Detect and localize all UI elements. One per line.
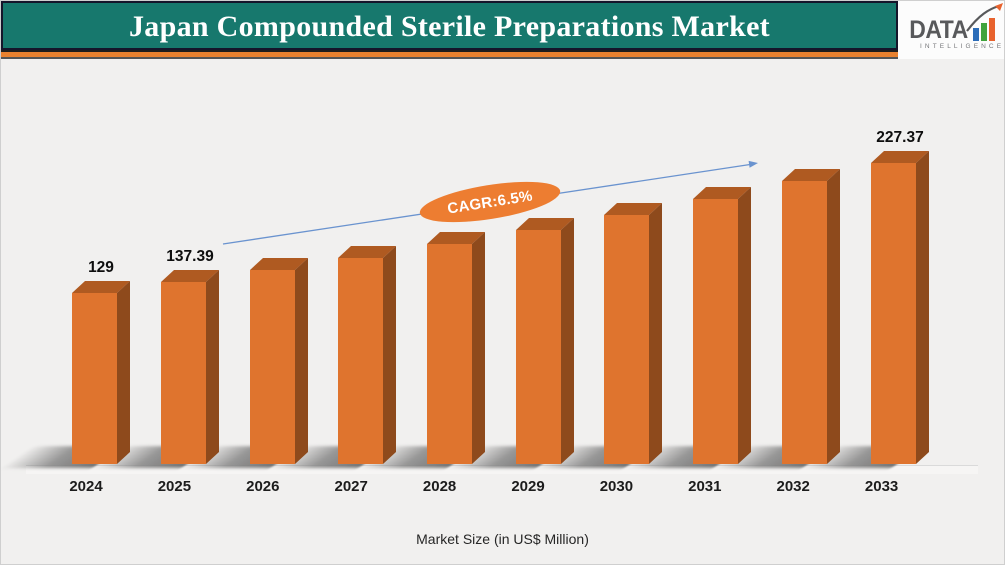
x-tick-2032: 2032 bbox=[776, 478, 810, 495]
growth-arrow-icon bbox=[965, 2, 1003, 32]
value-label-2033: 227.37 bbox=[876, 129, 924, 146]
x-tick-2029: 2029 bbox=[511, 478, 545, 495]
bar-2033 bbox=[871, 151, 929, 464]
axis-caption: Market Size (in US$ Million) bbox=[416, 531, 589, 547]
bar-2032 bbox=[782, 169, 840, 464]
x-tick-2027: 2027 bbox=[334, 478, 368, 495]
x-tick-2025: 2025 bbox=[157, 478, 192, 495]
x-tick-2028: 2028 bbox=[422, 478, 457, 495]
bar-2028 bbox=[427, 232, 485, 464]
logo-subbrand-text: INTELLIGENCE bbox=[920, 42, 1005, 50]
value-label-2024: 129 bbox=[88, 259, 114, 276]
logo-bar-orange bbox=[988, 17, 995, 41]
brand-logo: DATA INTELLIGENCE bbox=[898, 1, 1005, 59]
bar-2027 bbox=[338, 246, 396, 464]
bar-2024 bbox=[72, 281, 130, 464]
logo-bars-icon bbox=[965, 2, 1003, 41]
bar-2029 bbox=[516, 218, 574, 464]
logo-bar-green bbox=[980, 22, 987, 41]
x-tick-2024: 2024 bbox=[69, 478, 103, 495]
bar-2031 bbox=[693, 187, 751, 464]
logo-row: DATA bbox=[909, 2, 1003, 43]
header-banner: Japan Compounded Sterile Preparations Ma… bbox=[1, 1, 898, 50]
page-title: Japan Compounded Sterile Preparations Ma… bbox=[129, 9, 770, 43]
x-tick-2026: 2026 bbox=[246, 478, 280, 495]
bar-2030 bbox=[604, 203, 662, 464]
logo-bar-blue bbox=[972, 27, 979, 41]
bar-2026 bbox=[250, 258, 308, 464]
value-label-2025: 137.39 bbox=[166, 248, 214, 265]
x-tick-2030: 2030 bbox=[599, 478, 634, 495]
accent-strip bbox=[1, 50, 898, 59]
bar-2025 bbox=[161, 270, 219, 464]
cagr-label: CAGR:6.5% bbox=[446, 186, 534, 218]
x-tick-2031: 2031 bbox=[688, 478, 722, 495]
logo-brand-text: DATA bbox=[909, 14, 968, 43]
x-tick-2033: 2033 bbox=[864, 478, 899, 495]
